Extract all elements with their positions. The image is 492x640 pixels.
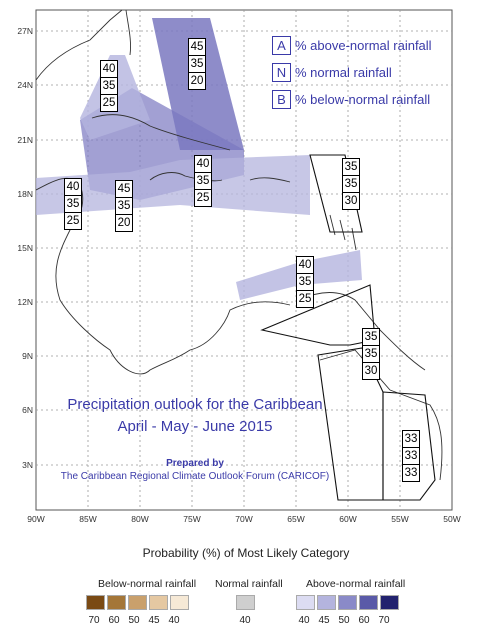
above-swatch bbox=[359, 595, 378, 610]
prob-box-jamaica: 45 35 20 bbox=[115, 180, 133, 232]
prob-below: 20 bbox=[117, 217, 131, 229]
legend-key-below: B bbox=[272, 90, 291, 109]
prob-normal: 35 bbox=[343, 176, 359, 193]
legend-below: B % below-normal rainfall bbox=[272, 90, 430, 109]
legend-key-above: A bbox=[272, 36, 291, 55]
above-values: 40 45 50 60 70 bbox=[298, 615, 390, 626]
prepared-by: Prepared by bbox=[166, 458, 224, 469]
title-line1: Precipitation outlook for the Caribbean bbox=[67, 396, 323, 413]
lat-tick: 24N bbox=[17, 80, 33, 90]
prob-normal: 35 bbox=[116, 198, 132, 215]
legend-normal: N % normal rainfall bbox=[272, 63, 392, 82]
lat-tick: 3N bbox=[22, 460, 33, 470]
prob-box-suriname: 33 33 33 bbox=[402, 430, 420, 482]
below-swatch bbox=[86, 595, 105, 610]
coastlines bbox=[35, 9, 443, 481]
normal-swatches bbox=[236, 595, 257, 610]
lat-tick: 15N bbox=[17, 243, 33, 253]
below-legend-label: Below-normal rainfall bbox=[98, 578, 197, 590]
legend-heading: Probability (%) of Most Likely Category bbox=[142, 546, 350, 560]
prob-below: 25 bbox=[102, 97, 116, 109]
prob-box-leeward: 35 35 30 bbox=[342, 158, 360, 210]
lon-tick: 70W bbox=[235, 514, 252, 524]
below-swatch bbox=[170, 595, 189, 610]
lon-tick: 60W bbox=[339, 514, 356, 524]
above-swatch bbox=[338, 595, 357, 610]
prob-below: 25 bbox=[298, 293, 312, 305]
legend-above: A % above-normal rainfall bbox=[272, 36, 432, 55]
normal-values: 40 bbox=[239, 615, 251, 626]
prob-normal: 35 bbox=[297, 274, 313, 291]
prob-box-guianas: 35 35 30 bbox=[362, 328, 380, 380]
lat-tick: 18N bbox=[17, 189, 33, 199]
prob-above: 33 bbox=[403, 431, 419, 448]
prob-above: 40 bbox=[297, 257, 313, 274]
prob-above: 40 bbox=[65, 179, 81, 196]
prob-normal: 35 bbox=[195, 173, 211, 190]
prob-box-belize: 40 35 25 bbox=[64, 178, 82, 230]
lon-tick: 90W bbox=[27, 514, 44, 524]
prob-above: 35 bbox=[363, 329, 379, 346]
lat-tick: 6N bbox=[22, 405, 33, 415]
above-swatches bbox=[296, 595, 401, 610]
prob-box-south-caribbean: 40 35 25 bbox=[296, 256, 314, 308]
prob-above: 40 bbox=[195, 156, 211, 173]
above-swatch bbox=[317, 595, 336, 610]
prob-above: 45 bbox=[189, 39, 205, 56]
lon-tick: 55W bbox=[391, 514, 408, 524]
prob-below: 30 bbox=[364, 365, 378, 377]
below-values: 70 60 50 45 40 bbox=[88, 615, 180, 626]
prob-box-hispaniola: 40 35 25 bbox=[194, 155, 212, 207]
prob-below: 33 bbox=[404, 467, 418, 479]
title-line2: April - May - June 2015 bbox=[117, 418, 273, 435]
legend-key-normal: N bbox=[272, 63, 291, 82]
prob-normal: 35 bbox=[363, 346, 379, 363]
below-swatch bbox=[107, 595, 126, 610]
lon-tick: 75W bbox=[183, 514, 200, 524]
lat-tick: 9N bbox=[22, 351, 33, 361]
prob-above: 45 bbox=[116, 181, 132, 198]
axis-labels: 27N 24N 21N 18N 15N 12N 9N 6N 3N 90W 85W… bbox=[17, 26, 460, 524]
normal-swatch bbox=[236, 595, 255, 610]
prob-below: 30 bbox=[344, 195, 358, 207]
lon-tick: 65W bbox=[287, 514, 304, 524]
prob-below: 25 bbox=[196, 192, 210, 204]
lat-tick: 12N bbox=[17, 297, 33, 307]
lon-tick: 50W bbox=[443, 514, 460, 524]
organization: The Caribbean Regional Climate Outlook F… bbox=[60, 471, 330, 482]
below-swatch bbox=[128, 595, 147, 610]
legend-desc-above: % above-normal rainfall bbox=[295, 38, 432, 53]
legend-desc-normal: % normal rainfall bbox=[295, 65, 392, 80]
prob-normal: 35 bbox=[189, 56, 205, 73]
prob-normal: 35 bbox=[101, 78, 117, 95]
lon-tick: 85W bbox=[79, 514, 96, 524]
lon-tick: 80W bbox=[131, 514, 148, 524]
above-legend-label: Above-normal rainfall bbox=[306, 578, 406, 590]
legend-desc-below: % below-normal rainfall bbox=[295, 92, 431, 107]
prob-above: 35 bbox=[343, 159, 359, 176]
above-swatch bbox=[296, 595, 315, 610]
prob-normal: 33 bbox=[403, 448, 419, 465]
normal-legend-label: Normal rainfall bbox=[215, 578, 283, 590]
below-swatch bbox=[149, 595, 168, 610]
prob-box-bahamas: 45 35 20 bbox=[188, 38, 206, 90]
prob-below: 20 bbox=[190, 75, 204, 87]
region-hispaniola bbox=[36, 155, 310, 215]
below-swatches bbox=[86, 595, 191, 610]
lat-tick: 21N bbox=[17, 135, 33, 145]
prob-box-cuba-west: 40 35 25 bbox=[100, 60, 118, 112]
prob-below: 25 bbox=[66, 215, 80, 227]
prob-normal: 35 bbox=[65, 196, 81, 213]
above-swatch bbox=[380, 595, 399, 610]
lat-tick: 27N bbox=[17, 26, 33, 36]
prob-above: 40 bbox=[101, 61, 117, 78]
